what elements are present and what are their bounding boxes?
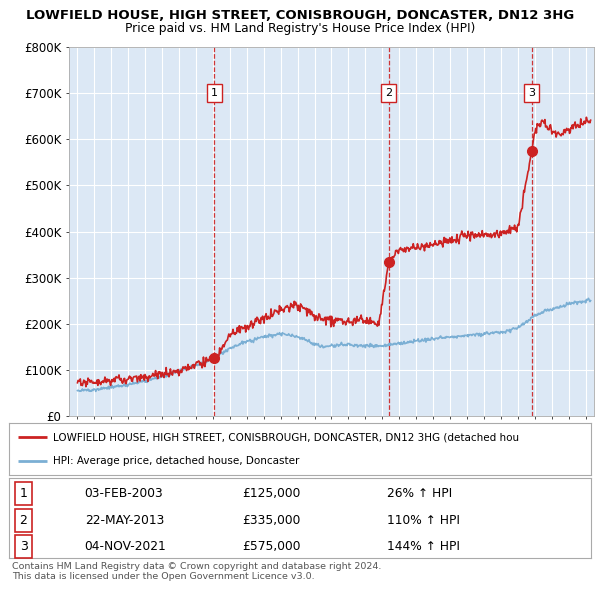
- Text: 04-NOV-2021: 04-NOV-2021: [85, 540, 166, 553]
- Text: 3: 3: [529, 88, 535, 99]
- Text: LOWFIELD HOUSE, HIGH STREET, CONISBROUGH, DONCASTER, DN12 3HG (detached hou: LOWFIELD HOUSE, HIGH STREET, CONISBROUGH…: [53, 432, 519, 442]
- Text: Contains HM Land Registry data © Crown copyright and database right 2024.
This d: Contains HM Land Registry data © Crown c…: [12, 562, 382, 581]
- Text: 144% ↑ HPI: 144% ↑ HPI: [388, 540, 460, 553]
- Text: £335,000: £335,000: [242, 514, 300, 527]
- Text: 03-FEB-2003: 03-FEB-2003: [85, 487, 163, 500]
- Text: 22-MAY-2013: 22-MAY-2013: [85, 514, 164, 527]
- Text: £125,000: £125,000: [242, 487, 300, 500]
- Text: HPI: Average price, detached house, Doncaster: HPI: Average price, detached house, Donc…: [53, 456, 299, 466]
- Text: 110% ↑ HPI: 110% ↑ HPI: [388, 514, 460, 527]
- Text: 2: 2: [385, 88, 392, 99]
- Text: 3: 3: [20, 540, 28, 553]
- Text: LOWFIELD HOUSE, HIGH STREET, CONISBROUGH, DONCASTER, DN12 3HG: LOWFIELD HOUSE, HIGH STREET, CONISBROUGH…: [26, 9, 574, 22]
- Text: Price paid vs. HM Land Registry's House Price Index (HPI): Price paid vs. HM Land Registry's House …: [125, 22, 475, 35]
- Text: £575,000: £575,000: [242, 540, 301, 553]
- Text: 26% ↑ HPI: 26% ↑ HPI: [388, 487, 452, 500]
- Text: 1: 1: [211, 88, 218, 99]
- Text: 1: 1: [20, 487, 28, 500]
- Text: 2: 2: [20, 514, 28, 527]
